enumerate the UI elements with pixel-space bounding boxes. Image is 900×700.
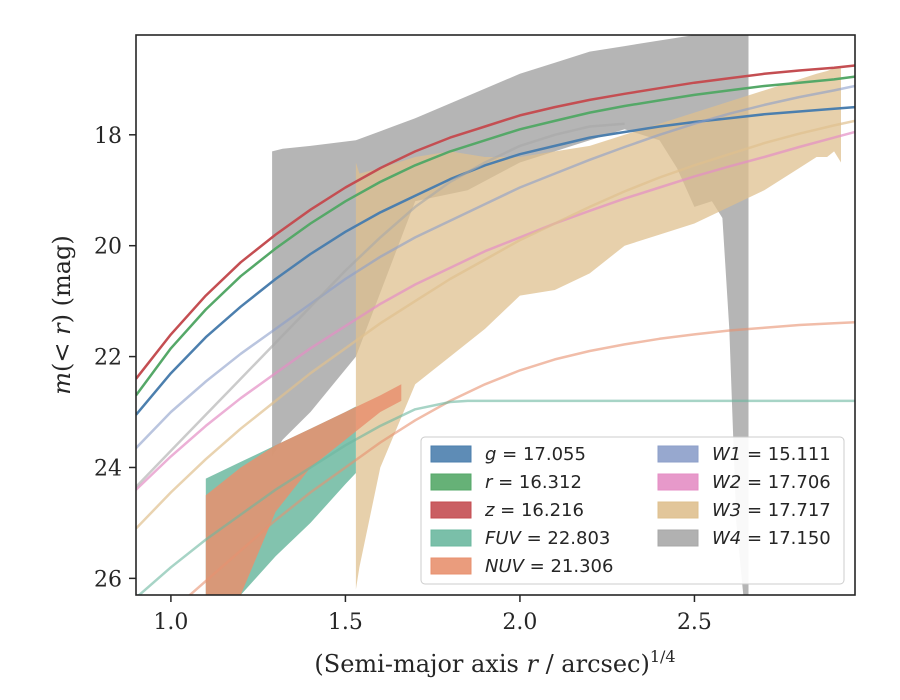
lines-layer [136,64,855,595]
plot-frame [135,34,856,596]
series-line-w4 [136,122,625,488]
legend: g = 17.055 r = 16.312 z = 16.216 FUV = 22.8… [420,436,845,585]
legend-swatch [657,473,699,491]
y-axis-label: m(< r) (mag) [48,235,76,395]
legend-swatch [430,473,472,491]
ticks-layer: 1.0 1.5 2.0 2.5 18 20 22 24 26 [94,124,712,635]
series-line-w2 [136,130,855,491]
x-axis-label: (Semi-major axis r / arcsec)1/4 [314,647,675,678]
series-line-r [136,75,855,397]
legend-entry-label: NUV = 21.306 [485,556,613,577]
x-tick-label: 2.0 [502,610,537,635]
legend-entry-label: z = 16.216 [484,500,584,521]
legend-entry-label: W1 = 15.111 [712,444,831,465]
x-tick-label: 2.5 [677,610,712,635]
series-line-fuv [137,399,855,595]
series-line-w1 [136,84,855,449]
series-line-z [136,64,855,380]
legend-entry-label: g = 17.055 [485,444,586,465]
y-tick-label: 26 [94,567,122,592]
legend-swatch [657,501,699,519]
legend-entry-label: W4 = 17.150 [712,528,831,549]
y-tick-label: 22 [94,346,122,371]
y-tick-label: 18 [94,124,122,149]
legend-swatch [430,501,472,519]
legend-entry-label: r = 16.312 [485,472,582,493]
y-tick-label: 20 [94,235,122,260]
series-line-g [136,105,855,416]
legend-frame [420,436,845,585]
series-line-w3 [136,119,855,530]
y-tick-label: 24 [94,456,122,481]
x-tick-label: 1.5 [328,610,363,635]
legend-swatch [657,445,699,463]
band-w3 [355,68,841,590]
legend-entry-label: W3 = 17.717 [712,500,831,521]
legend-swatch [430,529,472,547]
legend-swatch [430,445,472,463]
band-nuv [205,384,402,595]
legend-entry-label: W2 = 17.706 [712,472,831,493]
x-tick-label: 1.0 [153,610,188,635]
legend-swatch [430,557,472,575]
legend-swatch [657,529,699,547]
series-line-nuv [187,320,855,595]
legend-entry-label: FUV = 22.803 [485,528,610,549]
